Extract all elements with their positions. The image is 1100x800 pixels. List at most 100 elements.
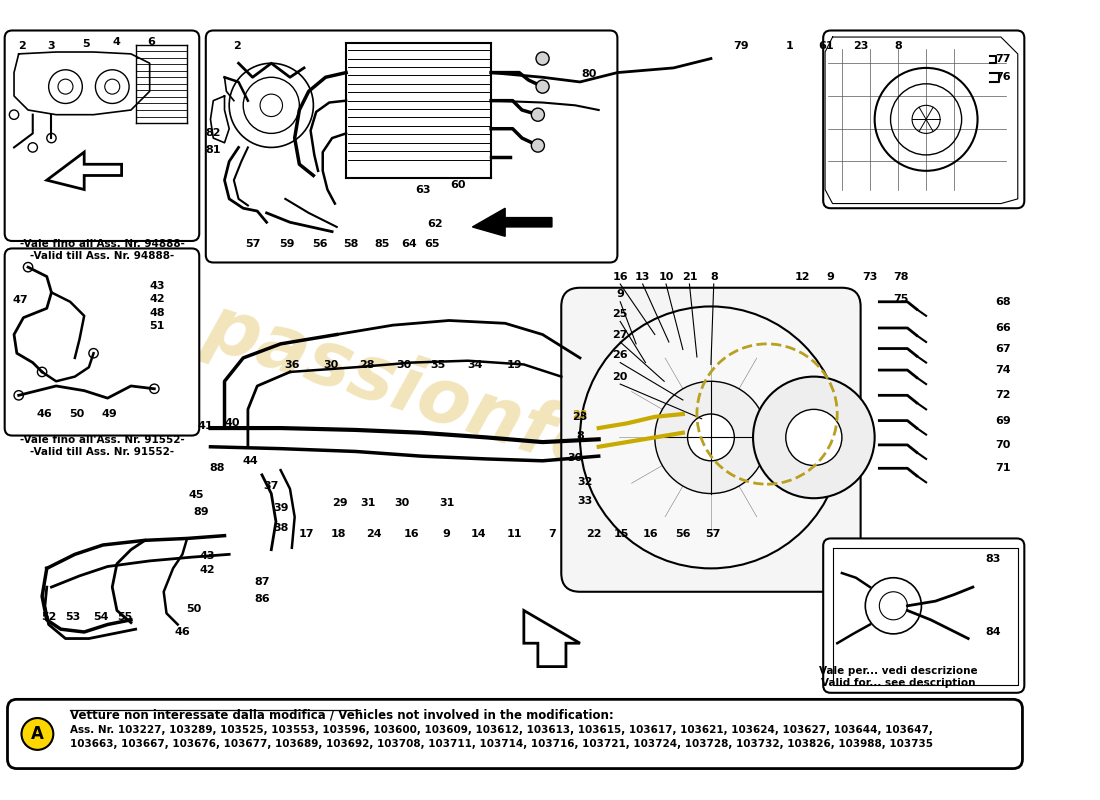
Text: 22: 22 [586,529,602,538]
Text: 23: 23 [572,410,587,420]
Text: 23: 23 [572,412,587,422]
Text: 69: 69 [994,415,1011,426]
Text: 42: 42 [200,566,216,575]
Text: 16: 16 [404,529,419,538]
Text: 32: 32 [578,478,592,487]
Text: 50: 50 [69,409,85,419]
Text: 76: 76 [996,72,1011,82]
Text: 14: 14 [471,529,487,538]
Text: 75: 75 [893,294,909,304]
Circle shape [531,139,544,152]
Text: Ass. Nr. 103227, 103289, 103525, 103553, 103596, 103600, 103609, 103612, 103613,: Ass. Nr. 103227, 103289, 103525, 103553,… [70,726,933,735]
Text: 81: 81 [206,146,221,155]
Text: 35: 35 [430,360,446,370]
Text: 15: 15 [614,529,629,538]
Text: 55: 55 [117,612,132,622]
Text: 74: 74 [996,365,1011,375]
Text: 9: 9 [827,271,835,282]
Text: 47: 47 [13,295,29,305]
Text: 4: 4 [112,37,120,46]
Polygon shape [524,610,580,666]
Text: 42: 42 [150,294,165,304]
Text: 80: 80 [582,70,597,79]
Text: 8: 8 [576,430,584,441]
Text: 5: 5 [82,38,90,49]
Text: 103663, 103667, 103676, 103677, 103689, 103692, 103708, 103711, 103714, 103716, : 103663, 103667, 103676, 103677, 103689, … [70,739,933,750]
Text: 2: 2 [233,42,241,51]
Circle shape [580,306,842,568]
Text: passionfor1985: passionfor1985 [196,290,852,566]
Text: 78: 78 [893,271,909,282]
Text: 28: 28 [359,360,374,370]
Text: 7: 7 [548,529,556,538]
Text: 40: 40 [224,418,240,428]
Text: 67: 67 [996,343,1011,354]
Text: 49: 49 [101,409,118,419]
Text: 86: 86 [254,594,270,604]
Text: 25: 25 [613,309,628,319]
Text: 24: 24 [366,529,382,538]
Text: 57: 57 [245,238,261,249]
Text: 53: 53 [65,612,80,622]
Text: 31: 31 [360,498,375,508]
Text: 8: 8 [894,42,902,51]
Text: 26: 26 [613,350,628,360]
Text: 27: 27 [613,330,628,339]
Text: 34: 34 [468,360,483,370]
Text: 31: 31 [440,498,454,508]
Text: 2: 2 [18,42,25,51]
Text: Vale per... vedi descrizione: Vale per... vedi descrizione [818,666,977,676]
Text: 60: 60 [451,180,466,190]
Text: 46: 46 [36,409,52,419]
Circle shape [22,718,53,750]
Text: 29: 29 [332,498,348,508]
Text: -Vale fino all'Ass. Nr. 91552-: -Vale fino all'Ass. Nr. 91552- [20,435,185,446]
Text: 52: 52 [41,612,56,622]
Text: 3: 3 [47,42,55,51]
Text: 44: 44 [243,456,258,466]
Text: 61: 61 [818,42,834,51]
Circle shape [536,52,549,65]
Text: 33: 33 [578,496,592,506]
Text: 84: 84 [986,627,1001,637]
Text: Valid for... see description: Valid for... see description [821,678,976,687]
Text: 82: 82 [206,128,221,138]
Text: 20: 20 [613,372,628,382]
Text: 23: 23 [852,42,868,51]
Text: 65: 65 [425,238,440,249]
Text: 46: 46 [175,627,190,637]
Text: 56: 56 [312,238,328,249]
Text: 71: 71 [996,463,1011,474]
Text: 57: 57 [705,529,720,538]
Circle shape [531,108,544,122]
Text: 66: 66 [994,323,1011,333]
Text: 30: 30 [396,360,411,370]
Text: 18: 18 [331,529,346,538]
Text: A: A [31,725,44,743]
Text: 48: 48 [150,308,165,318]
Text: 45: 45 [189,490,205,501]
Text: -Valid till Ass. Nr. 91552-: -Valid till Ass. Nr. 91552- [30,447,174,458]
Text: Vetture non interessate dalla modifica / Vehicles not involved in the modificati: Vetture non interessate dalla modifica /… [70,709,614,722]
Text: 30: 30 [323,360,339,370]
Text: 41: 41 [198,421,213,431]
FancyBboxPatch shape [206,30,617,262]
Text: -Vale fino all'Ass. Nr. 94888-: -Vale fino all'Ass. Nr. 94888- [20,238,185,249]
Text: 73: 73 [862,271,878,282]
Text: 51: 51 [150,321,165,331]
FancyBboxPatch shape [823,30,1024,208]
Text: 17: 17 [299,529,315,538]
Text: 30: 30 [395,498,410,508]
Text: 43: 43 [150,281,165,291]
Text: 13: 13 [635,271,650,282]
Circle shape [688,414,735,461]
Text: 56: 56 [675,529,691,538]
Text: 16: 16 [642,529,658,538]
Text: 89: 89 [194,507,209,518]
Text: 50: 50 [186,604,201,614]
Text: 37: 37 [264,481,279,491]
FancyBboxPatch shape [4,249,199,435]
Text: 9: 9 [616,290,624,299]
Text: 63: 63 [415,185,430,194]
FancyBboxPatch shape [4,30,199,241]
